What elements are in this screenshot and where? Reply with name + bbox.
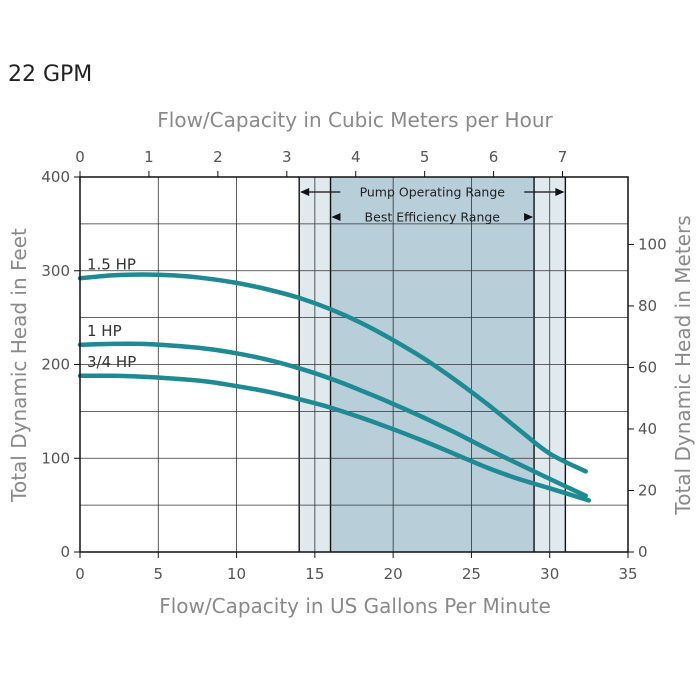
y2-tick-label: 80 — [638, 297, 657, 315]
x-tick-label: 20 — [384, 565, 403, 583]
x2-tick-label: 0 — [75, 148, 85, 166]
curve-label: 1.5 HP — [87, 255, 136, 273]
x-tick-label: 25 — [462, 565, 481, 583]
x2-tick-label: 3 — [282, 148, 292, 166]
x-tick-label: 5 — [154, 565, 164, 583]
y-tick-label: 300 — [41, 262, 70, 280]
x2-tick-label: 5 — [420, 148, 430, 166]
x2-tick-label: 4 — [351, 148, 361, 166]
annotations: 1.5 HP 1 HP 3/4 HP Pump Operating Range Best… — [87, 185, 565, 371]
y2-tick-label: 100 — [638, 235, 667, 253]
x-tick-label: 0 — [75, 565, 85, 583]
x-tick-label: 30 — [540, 565, 559, 583]
operating-range-label: Pump Operating Range — [360, 185, 506, 200]
x-tick-label: 10 — [227, 565, 246, 583]
x2-tick-label: 7 — [558, 148, 568, 166]
x-axis-title: Flow/Capacity in US Gallons Per Minute — [159, 594, 551, 618]
operating-range-arrowhead-right — [555, 188, 565, 196]
y-axis-title: Total Dynamic Head in Feet — [7, 228, 31, 503]
y-tick-label: 100 — [41, 449, 70, 467]
x2-tick-label: 1 — [144, 148, 154, 166]
y-tick-label: 400 — [41, 168, 70, 186]
curves — [77, 272, 592, 503]
y2-axis-title: Total Dynamic Head in Meters — [671, 215, 695, 515]
x-tick-label: 35 — [618, 565, 637, 583]
y2-tick-label: 20 — [638, 481, 657, 499]
grid — [80, 177, 628, 552]
y-tick-label: 200 — [41, 356, 70, 374]
operating-range-arrowhead-left — [300, 188, 310, 196]
x2-axis-title: Flow/Capacity in Cubic Meters per Hour — [157, 108, 553, 132]
y2-tick-label: 40 — [638, 420, 657, 438]
curve-label: 3/4 HP — [87, 353, 136, 371]
efficiency-range-arrowhead-right — [524, 213, 534, 221]
curve-1-5-hp — [77, 272, 588, 474]
curve-3-4-hp — [77, 373, 592, 503]
efficiency-range-arrowhead-left — [331, 213, 341, 221]
page-title: 22 GPM — [8, 62, 93, 87]
y2-tick-label: 60 — [638, 358, 657, 376]
curve-label: 1 HP — [87, 322, 122, 340]
efficiency-range-label: Best Efficiency Range — [365, 210, 501, 225]
x-tick-label: 15 — [305, 565, 324, 583]
y-tick-label: 0 — [60, 543, 70, 561]
x2-tick-label: 2 — [213, 148, 223, 166]
x2-tick-label: 6 — [489, 148, 499, 166]
curve-1-hp — [77, 341, 588, 499]
plot-frame — [74, 171, 634, 558]
y2-tick-label: 0 — [638, 543, 648, 561]
